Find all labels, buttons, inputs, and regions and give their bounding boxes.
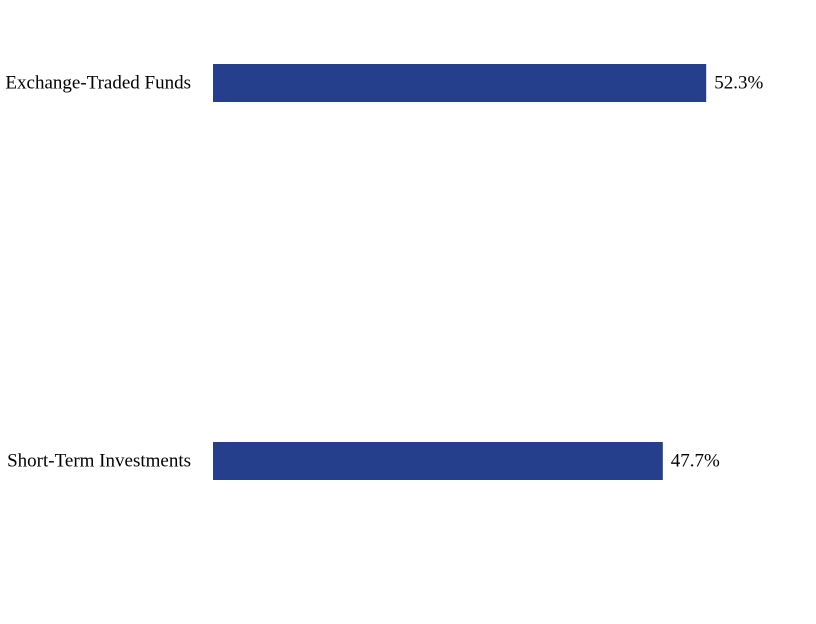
bar: [213, 64, 707, 102]
bar: [213, 442, 663, 480]
category-label: Exchange-Traded Funds: [5, 73, 191, 94]
value-label: 47.7%: [671, 451, 720, 472]
category-label: Short-Term Investments: [7, 451, 191, 472]
value-label: 52.3%: [714, 73, 763, 94]
